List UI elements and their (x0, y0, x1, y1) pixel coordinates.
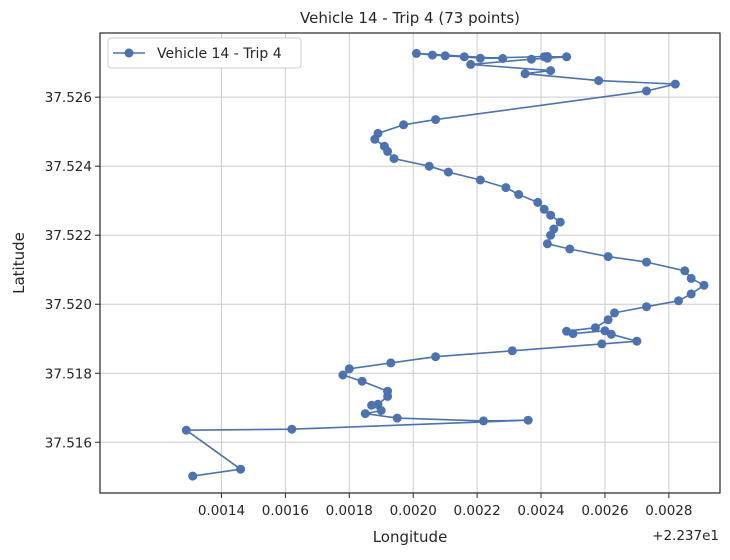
data-point (479, 416, 488, 426)
y-tick-label: 37.524 (45, 159, 92, 175)
data-point (594, 76, 604, 86)
data-point (475, 53, 485, 63)
data-point (610, 308, 619, 318)
data-point (440, 51, 450, 61)
data-point (181, 425, 191, 435)
data-point (555, 217, 565, 227)
data-point (670, 79, 680, 89)
data-point (443, 167, 453, 177)
data-point (632, 336, 642, 346)
data-point (392, 413, 402, 423)
data-point (344, 364, 354, 374)
y-tick-label: 37.518 (45, 366, 92, 382)
data-point (526, 54, 536, 64)
data-point (600, 326, 610, 336)
y-tick-label: 37.516 (45, 435, 92, 451)
data-point (533, 197, 543, 207)
data-point (424, 161, 434, 171)
data-point (427, 50, 437, 60)
data-point (597, 339, 607, 349)
data-point (507, 346, 517, 356)
data-point (642, 302, 651, 312)
data-point (642, 257, 651, 267)
data-point (680, 266, 690, 276)
data-point (542, 239, 552, 249)
data-point (514, 190, 524, 199)
y-tick-label: 37.520 (45, 297, 92, 313)
data-point (686, 273, 696, 283)
legend-label: Vehicle 14 - Trip 4 (157, 46, 282, 62)
data-point (546, 66, 556, 76)
data-point (498, 54, 508, 63)
x-tick-label: 0.0018 (326, 503, 373, 519)
data-point (686, 289, 696, 299)
data-point (383, 386, 393, 396)
data-point (699, 280, 709, 290)
legend: Vehicle 14 - Trip 4 (107, 37, 302, 69)
x-tick-label: 0.0024 (517, 503, 564, 519)
data-point (431, 352, 441, 362)
data-point (338, 370, 348, 380)
data-point (459, 52, 469, 62)
data-point (539, 204, 549, 214)
y-tick-label: 37.522 (45, 228, 92, 244)
data-point (565, 244, 575, 254)
data-point (562, 326, 572, 336)
x-tick-label: 0.0014 (198, 503, 245, 519)
data-point (603, 315, 613, 325)
data-point (603, 252, 613, 262)
legend-box (107, 37, 302, 69)
data-point (590, 323, 600, 333)
data-point (642, 86, 651, 96)
data-point (236, 464, 246, 474)
data-point (287, 424, 297, 434)
data-point (674, 296, 683, 306)
data-point (357, 376, 367, 386)
data-point (466, 59, 476, 69)
y-axis: 37.516 37.518 37.520 37.522 37.524 37.526 (45, 90, 100, 451)
chart-title: Vehicle 14 - Trip 4 (73 points) (300, 9, 520, 27)
plot-frame (99, 32, 721, 494)
x-tick-label: 0.0020 (390, 503, 437, 519)
data-point (542, 52, 552, 61)
data-point (501, 183, 511, 193)
data-point (373, 128, 383, 138)
data-point (411, 48, 421, 58)
data-point (188, 471, 198, 481)
data-point (546, 210, 556, 220)
y-tick-label: 37.526 (45, 90, 92, 106)
data-point (386, 358, 396, 368)
grid (100, 33, 720, 493)
data-point (549, 224, 559, 234)
data-point (520, 69, 530, 79)
data-point (399, 120, 409, 130)
data-point (431, 115, 441, 125)
data-point (373, 399, 383, 409)
x-tick-label: 0.0026 (581, 503, 628, 519)
data-point (389, 154, 399, 164)
series-layer (181, 48, 709, 481)
x-axis-label: Longitude (373, 528, 448, 546)
data-point (475, 175, 485, 185)
x-tick-label: 0.0022 (453, 503, 500, 519)
x-tick-label: 0.0016 (262, 503, 309, 519)
data-point (562, 52, 572, 62)
data-point (379, 141, 389, 151)
data-point (360, 409, 370, 419)
x-tick-label: 0.0028 (645, 503, 692, 519)
data-point (523, 415, 533, 425)
x-axis-offset-label: +2.237e1 (652, 528, 719, 544)
y-axis-label: Latitude (10, 232, 28, 294)
legend-marker-swatch (124, 48, 134, 58)
x-axis: 0.0014 0.0016 0.0018 0.0020 0.0022 0.0024 0.00… (198, 493, 692, 519)
